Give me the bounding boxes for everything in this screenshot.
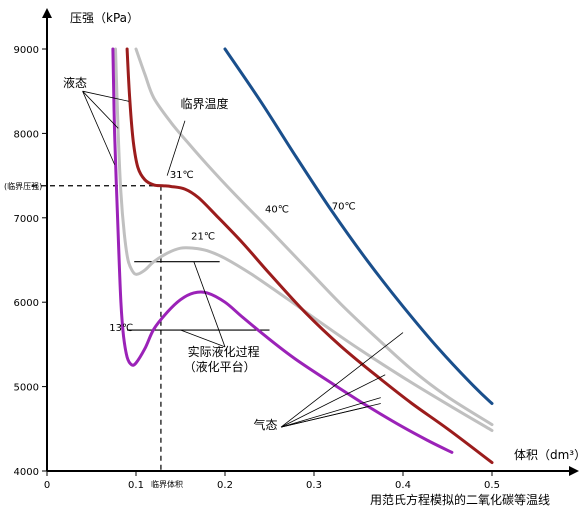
temperature-label: 40℃: [265, 205, 289, 216]
annotation-leaders: [82, 90, 404, 428]
isotherm-line: [114, 47, 494, 432]
y-tick-label: 8000: [14, 129, 39, 140]
y-tick-label: 6000: [14, 298, 39, 309]
annotation-leader: [193, 261, 226, 348]
annotation-leader: [280, 374, 386, 428]
annotation-leader: [280, 332, 404, 428]
x-tick-label: 0: [44, 480, 50, 491]
annotation-label: 实际液化过程: [188, 344, 260, 359]
y-tick-label: 7000: [14, 214, 39, 225]
temperature-label: 13℃: [109, 323, 133, 334]
annotation-label: 液态: [63, 75, 87, 90]
annotation-leader: [82, 91, 116, 165]
annotation-label: 临界温度: [181, 96, 229, 111]
y-tick-label: 5000: [14, 383, 39, 394]
y-tick-label: 9000: [14, 45, 39, 56]
temperature-label: 21℃: [191, 232, 215, 243]
annotation-sublabel: （液化平台）: [184, 359, 256, 374]
y-tick-label: 4000: [14, 467, 39, 478]
isotherm-series: [111, 47, 494, 465]
annotation-leader: [280, 397, 381, 428]
axes: [42, 8, 579, 476]
critical-point-guides: [32, 185, 162, 471]
temperature-label: 31℃: [170, 170, 194, 181]
y-axis-title: 压强（kPa）: [70, 11, 139, 25]
annotation-leader: [82, 90, 119, 129]
annotation-label: 气态: [253, 417, 277, 432]
critical-pressure-label: (临界压强): [4, 181, 42, 191]
temperature-label: 70℃: [332, 201, 356, 212]
annotation-leader: [280, 406, 368, 428]
x-tick-label: 0.3: [306, 480, 322, 491]
temperature-labels: 13℃ 21℃ 31℃ 40℃ 70℃: [109, 170, 355, 334]
x-tick-label: 0.4: [395, 480, 411, 491]
x-axis-title: 体积（dm³）: [514, 448, 585, 462]
tick-labels: 0 0.1 0.2 0.3 0.4 0.5 4000 5000 6000 7000 8000 9000: [14, 45, 500, 491]
chart-caption: 用范氏方程模拟的二氧化碳等温线: [370, 492, 550, 507]
x-tick-label: 0.5: [484, 480, 500, 491]
annotation-leader: [180, 329, 226, 348]
isotherm-line: [134, 47, 494, 427]
plateau-lines: [127, 261, 270, 331]
isotherm-line: [111, 47, 454, 454]
critical-volume-label: 临界体积: [151, 479, 183, 489]
x-tick-label: 0.2: [217, 480, 233, 491]
isotherm-line: [125, 47, 494, 465]
annotation-leader: [166, 120, 186, 176]
isotherm-line: [223, 47, 494, 405]
x-tick-label: 0.1: [128, 480, 144, 491]
annotation-leader: [82, 90, 129, 102]
